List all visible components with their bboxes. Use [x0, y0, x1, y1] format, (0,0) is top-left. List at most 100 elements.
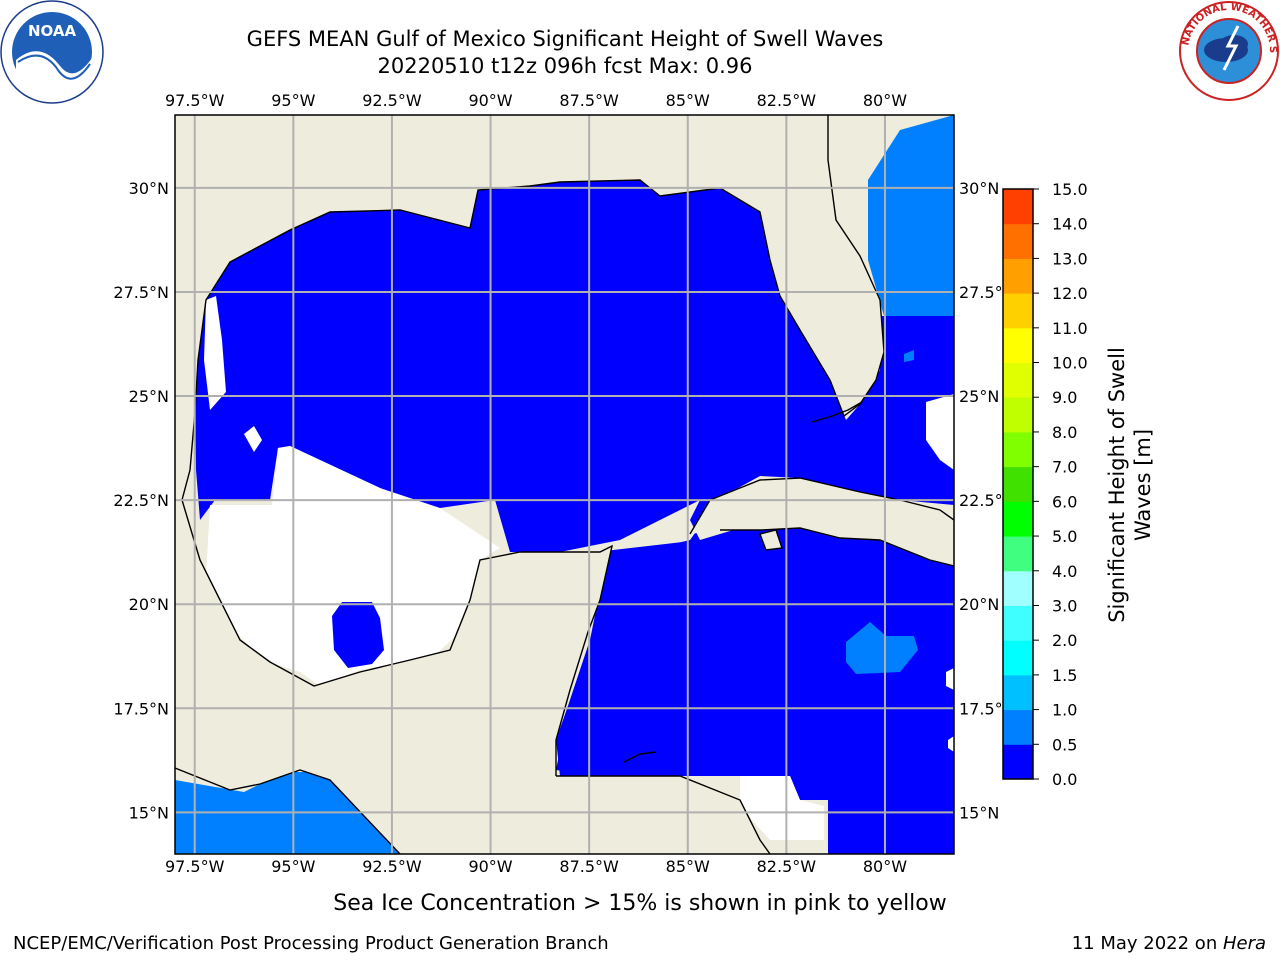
lat-tick-label: 20°N: [959, 595, 999, 614]
lon-labels-top: 97.5°W 95°W 92.5°W 90°W 87.5°W 85°W 82.5°W 80°W: [165, 91, 907, 110]
lat-tick-label: 15°N: [959, 803, 999, 822]
lon-tick-label: 85°W: [666, 857, 710, 876]
colorbar-tick-label: 0.0: [1052, 770, 1077, 789]
lon-tick-label: 95°W: [271, 91, 315, 110]
lat-tick-label: 27.5°N: [959, 283, 1015, 302]
lon-tick-label: 82.5°W: [757, 91, 817, 110]
colorbar-tick-label: 1.5: [1052, 666, 1077, 685]
gridlines: [175, 115, 954, 854]
colorbar-segment: [1003, 744, 1033, 780]
colorbar-segment: [1003, 293, 1033, 329]
footnote: Sea Ice Concentration > 15% is shown in …: [333, 891, 947, 916]
nodata-east: [926, 394, 954, 470]
credit-left: NCEP/EMC/Verification Post Processing Pr…: [13, 933, 609, 954]
colorbar-tick-label: 8.0: [1052, 423, 1077, 442]
credit-right: 11 May 2022 on Hera: [1072, 933, 1266, 954]
lon-tick-label: 92.5°W: [362, 91, 422, 110]
chart-title: GEFS MEAN Gulf of Mexico Significant Hei…: [246, 27, 884, 51]
colorbar-segment: [1003, 674, 1033, 711]
lon-tick-label: 82.5°W: [757, 857, 817, 876]
swell-bahamas: [904, 350, 914, 362]
colorbar: [1002, 188, 1034, 780]
nodata-bay-of-campeche: [206, 446, 500, 686]
colorbar-segment: [1003, 258, 1033, 294]
colorbar-tick-label: 15.0: [1052, 180, 1088, 199]
colorbar-segment: [1003, 501, 1033, 537]
colorbar-segment: [1003, 536, 1033, 572]
lat-labels-left: 30°N 27.5°N 25°N 22.5°N 20°N 17.5°N 15°N: [113, 179, 169, 823]
sea-inner-blue: [332, 602, 384, 668]
caribbean-water: [556, 536, 954, 854]
credit-host: Hera: [1222, 933, 1266, 954]
lat-labels-right: 30°N 27.5°N 25°N 22.5°N 20°N 17.5°N 15°N: [959, 179, 1015, 823]
colorbar-tick-label: 6.0: [1052, 492, 1077, 511]
colorbar-segment: [1003, 223, 1033, 259]
colorbar-tick-label: 10.0: [1052, 354, 1088, 373]
colorbar-segment: [1003, 431, 1033, 468]
nodata-honduras: [740, 776, 824, 840]
lon-tick-label: 80°W: [863, 857, 907, 876]
credit-date: 11 May 2022 on: [1071, 933, 1223, 954]
lat-tick-label: 27.5°N: [113, 283, 169, 302]
lat-tick-label: 17.5°N: [959, 699, 1015, 718]
colorbar-segment: [1003, 189, 1033, 225]
colorbar-label-line1: Significant Height of Swell: [1105, 347, 1129, 623]
colorbar-segment: [1003, 640, 1033, 676]
colorbar-tick-label: 9.0: [1052, 388, 1077, 407]
nodata-se-fl: [204, 296, 226, 410]
lon-tick-label: 87.5°W: [559, 91, 619, 110]
colorbar-frame: [1002, 188, 1034, 780]
colorbar-tick-label: 11.0: [1052, 319, 1088, 338]
noaa-logo-icon: NOAA: [0, 0, 104, 104]
coastlines: [175, 115, 954, 854]
nodata-east2: [946, 668, 954, 690]
colorbar-segment: [1003, 709, 1033, 745]
colorbar-ticks: 0.0 0.5 1.0 1.5 2.0 3.0 4.0 5.0 6.0 7.0 8.0 9.0 10.0…: [1033, 180, 1088, 789]
lat-tick-label: 25°N: [959, 387, 999, 406]
colorbar-segment: [1003, 570, 1033, 606]
lon-tick-label: 90°W: [468, 857, 512, 876]
lon-tick-label: 92.5°W: [362, 857, 422, 876]
lat-tick-label: 30°N: [959, 179, 999, 198]
lat-tick-label: 22.5°N: [113, 491, 169, 510]
lat-tick-label: 22.5°N: [959, 491, 1015, 510]
chart-subtitle: 20220510 t12z 096h fcst Max: 0.96: [377, 54, 753, 78]
colorbar-label-line2: Waves [m]: [1131, 429, 1155, 541]
colorbar-tick-label: 3.0: [1052, 596, 1077, 615]
colorbar-tick-label: 0.5: [1052, 735, 1077, 754]
lat-tick-label: 20°N: [129, 595, 169, 614]
lat-tick-label: 30°N: [129, 179, 169, 198]
colorbar-segment: [1003, 605, 1033, 641]
colorbar-tick-label: 7.0: [1052, 458, 1077, 477]
nodata-texas-pocket: [244, 426, 262, 452]
map-frame: [174, 114, 955, 855]
swell-atlantic: [868, 115, 954, 316]
colorbar-tick-label: 1.0: [1052, 701, 1077, 720]
lon-tick-label: 90°W: [468, 91, 512, 110]
nodata-east3: [948, 736, 954, 752]
colorbar-tick-label: 4.0: [1052, 562, 1077, 581]
lon-tick-label: 95°W: [271, 857, 315, 876]
swell-caribbean-patch: [846, 622, 918, 674]
lat-tick-label: 17.5°N: [113, 699, 169, 718]
colorbar-segment: [1003, 397, 1033, 433]
colorbar-tick-label: 2.0: [1052, 631, 1077, 650]
lon-tick-label: 87.5°W: [559, 857, 619, 876]
colorbar-tick-label: 13.0: [1052, 249, 1088, 268]
lon-tick-label: 85°W: [666, 91, 710, 110]
land-isle-of-youth: [760, 530, 782, 550]
land-mexico: [175, 500, 770, 854]
lon-tick-label: 80°W: [863, 91, 907, 110]
colorbar-segment: [1003, 327, 1033, 364]
colorbar-tick-label: 12.0: [1052, 284, 1088, 303]
lon-labels-bottom: 97.5°W 95°W 92.5°W 90°W 87.5°W 85°W 82.5°W 80°W: [165, 857, 907, 876]
map-area: [175, 115, 954, 854]
colorbar-segment: [1003, 362, 1033, 398]
lat-tick-label: 15°N: [129, 803, 169, 822]
nws-logo-icon: NATIONAL WEATHER SERVICE: [1178, 0, 1279, 101]
lon-tick-label: 97.5°W: [165, 91, 225, 110]
lat-tick-label: 25°N: [129, 387, 169, 406]
svg-text:NOAA: NOAA: [28, 22, 77, 40]
colorbar-tick-label: 14.0: [1052, 215, 1088, 234]
